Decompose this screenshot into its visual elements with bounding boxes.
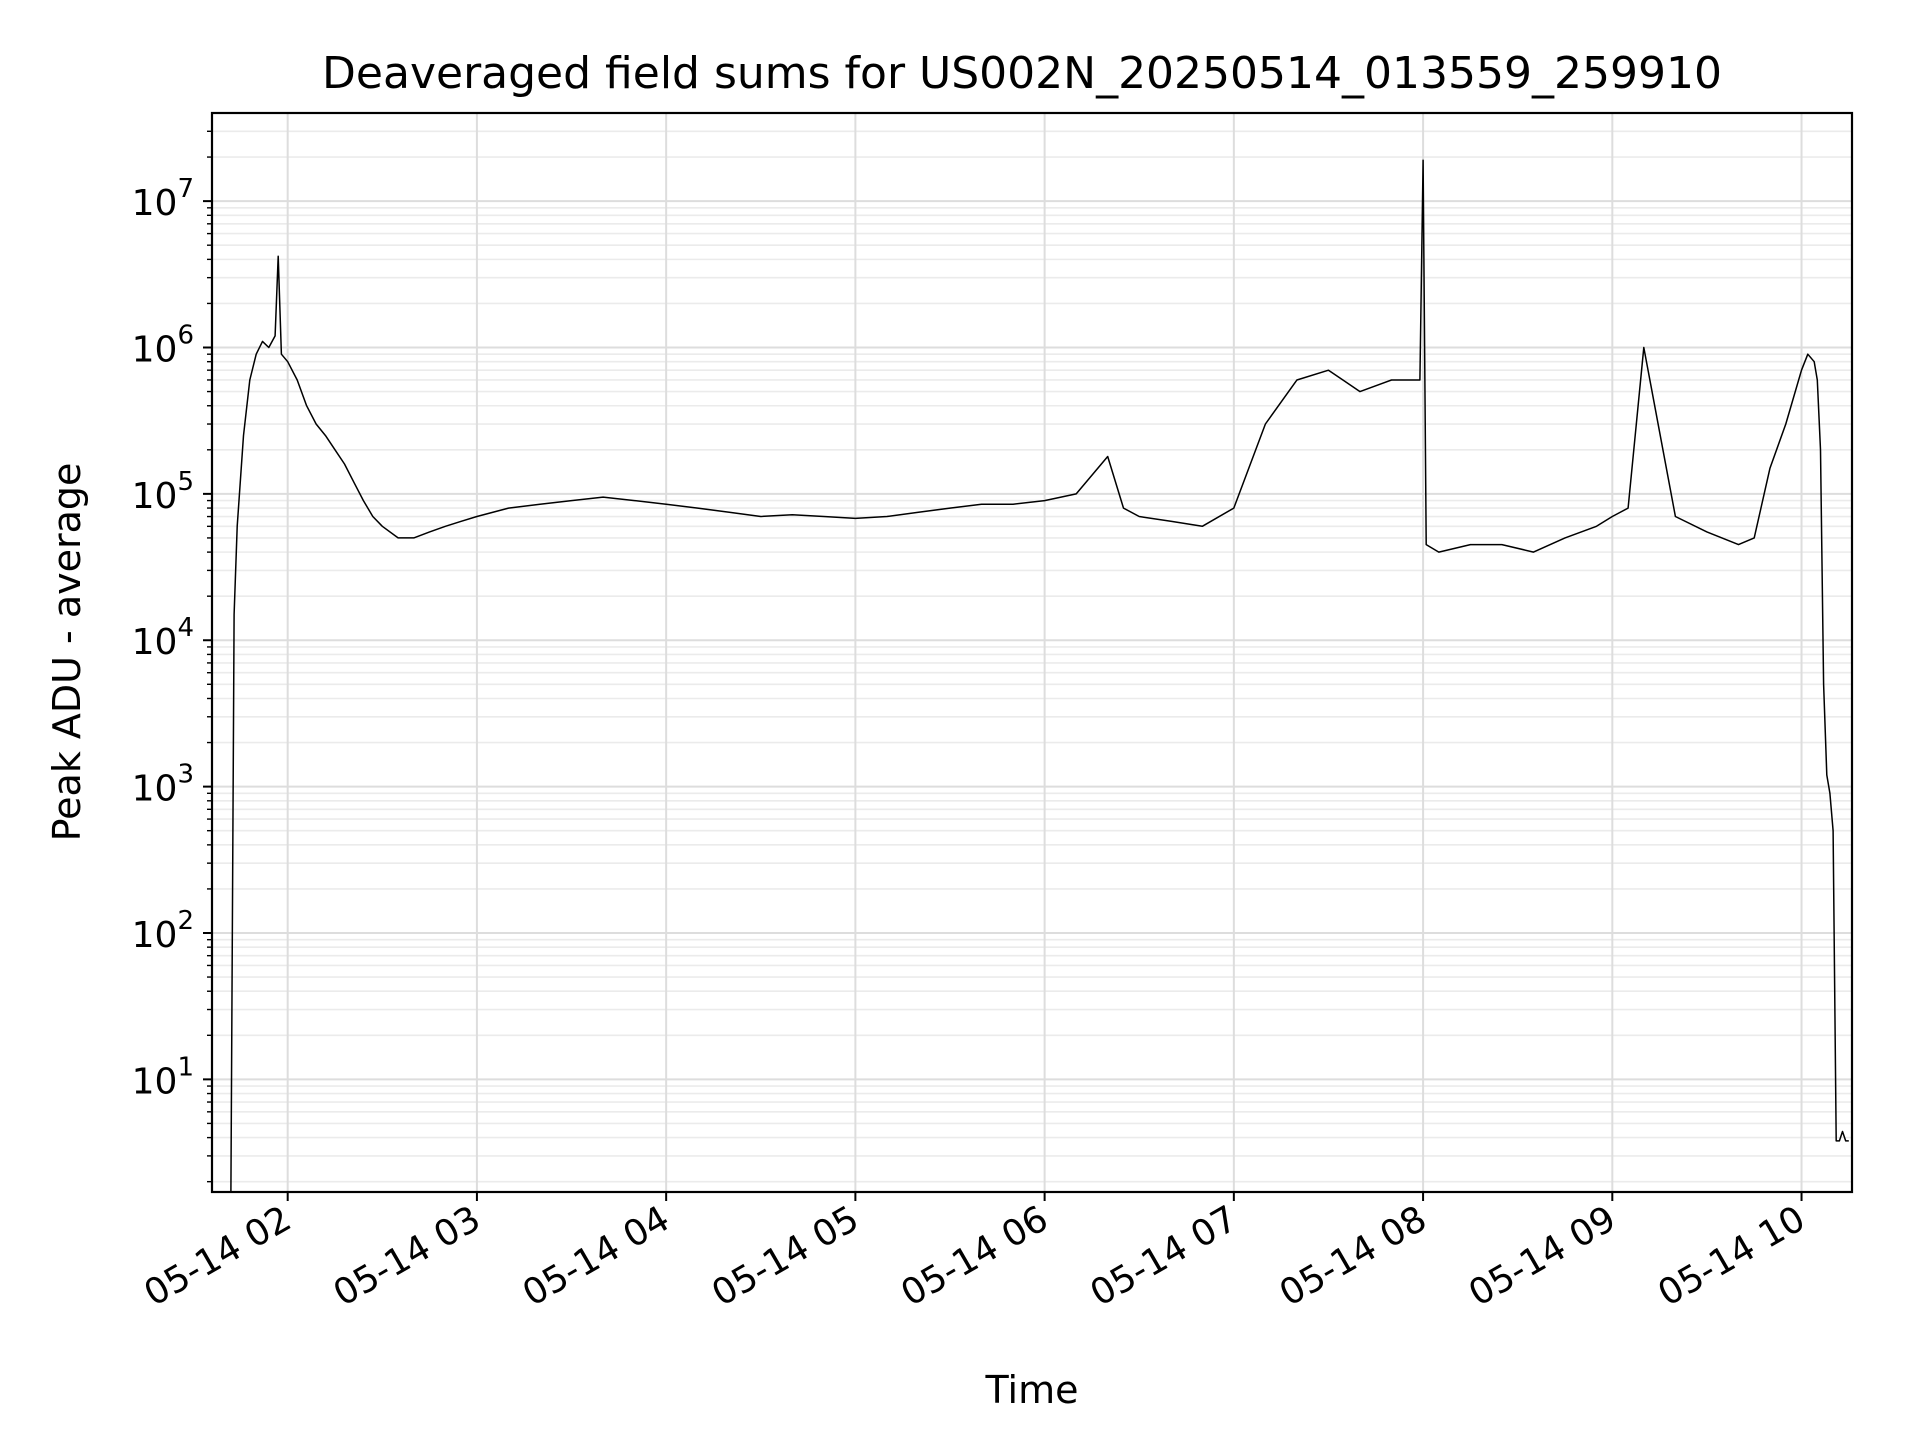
grid (212, 113, 1852, 1192)
y-tick-label: 105 (132, 467, 194, 517)
y-tick-label: 107 (132, 174, 194, 224)
plot-area (230, 159, 1849, 1193)
chart-title: Deaveraged field sums for US002N_2025051… (322, 48, 1722, 99)
y-tick-label: 103 (132, 760, 194, 810)
y-tick-label: 101 (132, 1052, 194, 1102)
y-tick-label: 106 (132, 320, 194, 370)
y-tick-label: 104 (132, 613, 194, 663)
series-line (230, 159, 1849, 1193)
plot-frame (210, 111, 1854, 1194)
y-tick-label: 102 (132, 906, 194, 956)
x-axis-label: Time (985, 1368, 1079, 1412)
y-axis-label: Peak ADU - average (45, 463, 89, 842)
